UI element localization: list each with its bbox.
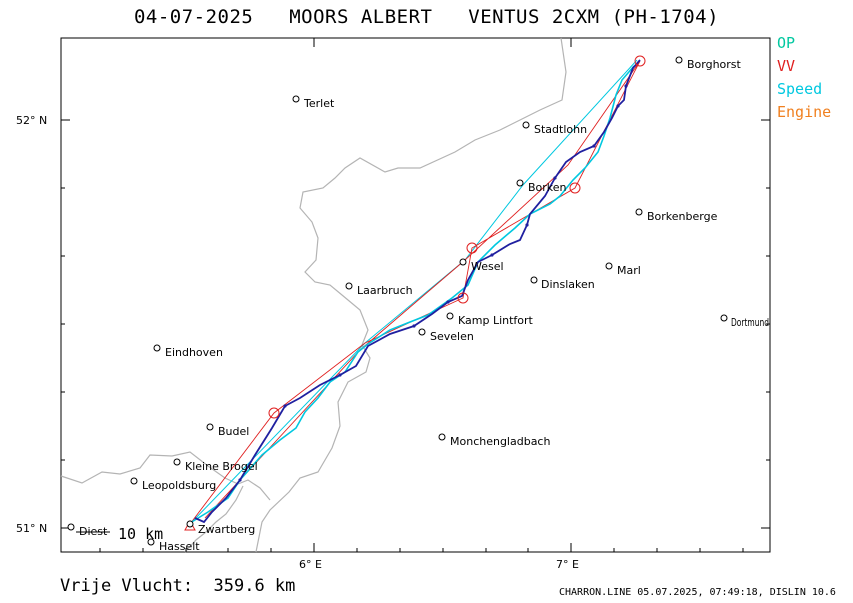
place-label: Kleine Brogel <box>185 460 258 473</box>
place-marker <box>635 208 643 216</box>
track-flight-line <box>194 59 641 524</box>
place-marker <box>292 95 300 103</box>
track-vv-line <box>189 60 641 525</box>
place-marker <box>522 121 530 129</box>
place-marker <box>675 56 683 64</box>
place-marker <box>418 328 426 336</box>
track-speed <box>189 65 635 524</box>
track-vv <box>189 60 641 525</box>
turnpoint <box>268 407 280 419</box>
lat-label: 51° N <box>16 522 47 535</box>
track-speed-line <box>189 65 635 524</box>
place-marker <box>67 523 75 531</box>
axis-ticks <box>61 38 770 552</box>
place-label: Hasselt <box>159 540 200 553</box>
place-label: Budel <box>218 425 249 438</box>
place-marker <box>438 433 446 441</box>
place-label: Laarbruch <box>357 284 413 297</box>
place-label: Borken <box>528 181 567 194</box>
place-label: Terlet <box>303 97 335 110</box>
place-label: Borkenberge <box>647 210 718 223</box>
place-marker <box>530 276 538 284</box>
map-frame <box>60 37 771 553</box>
place-label: Eindhoven <box>165 346 223 359</box>
place-marker <box>153 344 161 352</box>
place-marker <box>345 282 353 290</box>
lat-label: 52° N <box>16 114 47 127</box>
place-markers <box>67 56 728 546</box>
place-label: Sevelen <box>430 330 474 343</box>
place-marker <box>459 258 467 266</box>
place-label: Monchengladbach <box>450 435 550 448</box>
place-marker <box>130 477 138 485</box>
place-marker <box>186 520 194 528</box>
turnpoints <box>268 55 646 419</box>
place-labels: Borghorst Terlet Stadtlohn Borken Borken… <box>79 58 769 553</box>
place-marker <box>720 314 728 322</box>
legend-engine: Engine <box>777 103 832 121</box>
legend-op: OP <box>777 34 796 52</box>
flight-title: 04-07-2025 MOORS ALBERT VENTUS 2CXM (PH-… <box>133 6 720 28</box>
place-marker <box>516 179 524 187</box>
turnpoint <box>457 292 469 304</box>
track-vertices <box>238 84 628 482</box>
place-marker <box>605 262 613 270</box>
place-marker <box>147 538 155 546</box>
border-nl-be-south <box>184 485 244 553</box>
place-marker <box>206 423 214 431</box>
lon-label: 7° E <box>556 558 579 571</box>
turnpoint <box>634 55 646 67</box>
place-label: Borghorst <box>687 58 742 71</box>
turnpoint <box>569 182 581 194</box>
place-marker <box>173 458 181 466</box>
turnpoint <box>466 242 478 254</box>
legend-speed: Speed <box>777 80 823 98</box>
lon-label: 6° E <box>299 558 322 571</box>
footer-info: CHARRON.LINE 05.07.2025, 07:49:18, DISLI… <box>559 587 836 598</box>
place-label: Zwartberg <box>198 523 255 536</box>
place-label: Dortmund <box>731 316 769 329</box>
place-label: Leopoldsburg <box>142 479 216 492</box>
free-flight-distance: Vrije Vlucht: 359.6 km <box>60 576 296 596</box>
place-label: Kamp Lintfort <box>458 314 534 327</box>
place-label: Wesel <box>471 260 504 273</box>
track-flight <box>194 59 641 524</box>
border-nl-de <box>255 37 567 553</box>
legend-vv: VV <box>777 57 796 75</box>
border-nl-be <box>60 451 271 501</box>
place-label: Dinslaken <box>541 278 595 291</box>
country-borders <box>60 37 567 553</box>
place-label: Marl <box>617 264 641 277</box>
place-marker <box>446 312 454 320</box>
place-label: Stadtlohn <box>534 123 587 136</box>
scale-label: 10 km <box>118 525 163 543</box>
